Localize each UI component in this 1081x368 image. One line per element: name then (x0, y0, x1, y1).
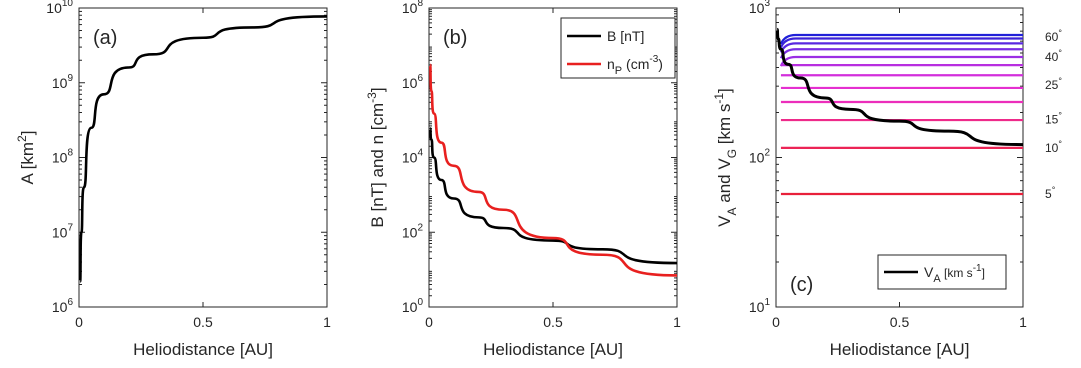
y-tick-label: 101 (749, 297, 771, 315)
x-tick-label: 0 (772, 314, 780, 330)
y-tick-label: 1010 (46, 0, 73, 16)
group-velocity-line (779, 37, 1023, 48)
group-velocity-line (779, 42, 1023, 53)
panel-label: (c) (790, 274, 813, 296)
y-axis-label: A [km2] (15, 131, 37, 185)
panel-label: (a) (93, 27, 117, 49)
angle-label: 15° (1045, 110, 1062, 126)
series-line-0 (776, 27, 1023, 147)
series-line-0 (79, 15, 327, 283)
legend-entry: VA [km s-1] (924, 263, 985, 285)
plot-area (79, 15, 327, 283)
y-tick-label: 102 (749, 148, 771, 166)
angle-label: 60° (1045, 28, 1062, 44)
angle-label: 40° (1045, 48, 1062, 64)
legend-entry: B [nT] (607, 28, 644, 44)
y-tick-label: 108 (52, 148, 74, 166)
legend-entry: nP (cm-3) (607, 54, 663, 77)
y-axis-label: VA and VG [km s-1] (712, 88, 739, 227)
panel-b-field-density-chart: 0 0.5 1 100 102 104 106 108 Heliodistance [AU] B … (365, 0, 681, 359)
x-tick-label: 1 (673, 314, 681, 330)
x-axis-label: Heliodistance [AU] (483, 340, 623, 359)
y-tick-label: 109 (52, 73, 74, 91)
angle-label: 5° (1045, 185, 1056, 201)
angle-label: 25° (1045, 76, 1062, 92)
x-tick-label: 0.5 (543, 314, 563, 330)
series-line-1 (429, 63, 677, 277)
x-axis-label: Heliodistance [AU] (133, 340, 273, 359)
y-tick-label: 100 (402, 297, 424, 315)
legend-box (560, 17, 676, 79)
x-tick-label: 1 (1019, 314, 1027, 330)
y-tick-label: 103 (749, 0, 771, 16)
series-line-0 (429, 127, 677, 265)
panel-label: (b) (443, 27, 467, 49)
x-axis-label: Heliodistance [AU] (830, 340, 970, 359)
y-tick-label: 108 (402, 0, 424, 16)
y-tick-label: 102 (402, 222, 424, 240)
angle-label: 10° (1045, 139, 1062, 155)
y-tick-label: 106 (52, 297, 74, 315)
plot-area (429, 63, 677, 277)
y-tick-label: 106 (402, 73, 424, 91)
x-tick-label: 0 (75, 314, 83, 330)
x-tick-label: 0 (425, 314, 433, 330)
x-tick-label: 0.5 (890, 314, 910, 330)
y-tick-label: 104 (402, 148, 424, 166)
y-tick-label: 107 (52, 222, 74, 240)
panel-c-velocity-chart: 0 0.5 1 101 102 103 Heliodistance [AU] VA and V… (712, 0, 1062, 359)
plot-area (776, 27, 1023, 196)
x-tick-label: 0.5 (193, 314, 213, 330)
x-tick-label: 1 (323, 314, 331, 330)
y-axis-label: B [nT] and n [cm-3] (365, 87, 387, 227)
panel-a-area-chart: 0 0.5 1 106 107 108 109 1010 Heliodistance [AU] A… (15, 0, 331, 359)
axes-frame (78, 7, 328, 308)
group-velocity-line (779, 33, 1023, 45)
